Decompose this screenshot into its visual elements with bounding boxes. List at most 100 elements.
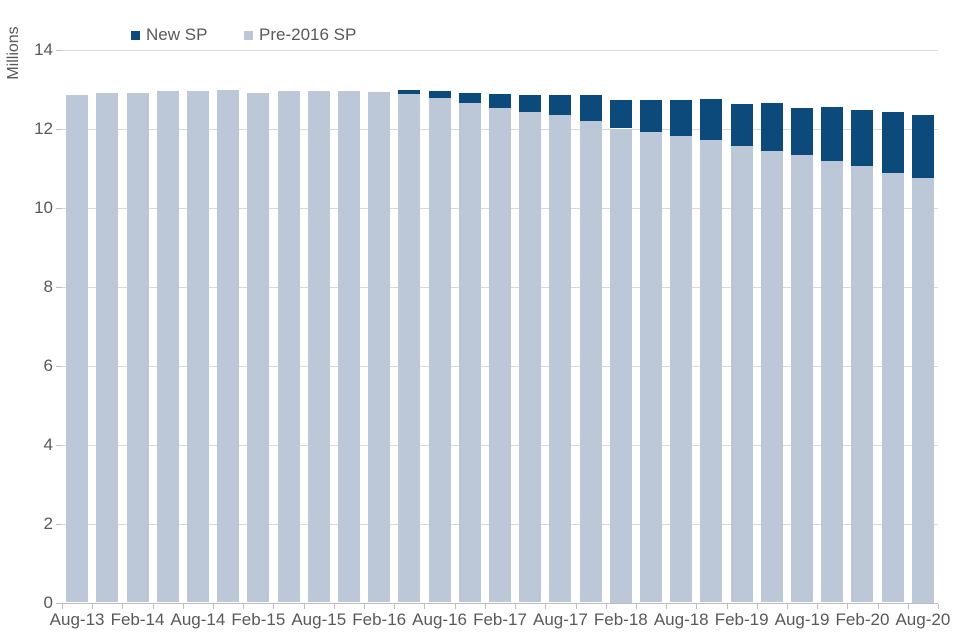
y-axis-label: 0 bbox=[43, 592, 53, 612]
y-axis-tick bbox=[56, 523, 62, 525]
y-axis-label: 10 bbox=[34, 197, 53, 217]
bar-segment-pre-2016-sp bbox=[791, 155, 814, 603]
y-axis-tick bbox=[56, 128, 62, 130]
bar-segment-new-sp bbox=[730, 104, 753, 147]
bar-segment-pre-2016-sp bbox=[911, 177, 934, 603]
bar-segment-new-sp bbox=[519, 94, 542, 112]
bar-segment-pre-2016-sp bbox=[760, 150, 783, 603]
x-axis-label: Feb-18 bbox=[593, 609, 648, 629]
x-axis-label: Aug-18 bbox=[653, 609, 709, 629]
x-axis-label: Feb-16 bbox=[352, 609, 407, 629]
x-axis-tick bbox=[424, 603, 426, 609]
x-axis-label: Feb-19 bbox=[714, 609, 769, 629]
x-axis-tick bbox=[666, 603, 668, 609]
x-axis-tick bbox=[243, 603, 245, 609]
bar-segment-new-sp bbox=[579, 95, 602, 122]
y-axis-tick bbox=[56, 602, 62, 604]
x-axis-tick bbox=[182, 603, 184, 609]
x-axis-label: Aug-14 bbox=[170, 609, 226, 629]
x-axis-label: Aug-15 bbox=[291, 609, 347, 629]
bar-segment-new-sp bbox=[851, 109, 874, 167]
x-axis-tick bbox=[726, 603, 728, 609]
x-axis-label: Feb-17 bbox=[473, 609, 527, 629]
bar-segment-pre-2016-sp bbox=[277, 91, 300, 603]
y-axis-label: 8 bbox=[43, 276, 53, 296]
x-axis-label: Feb-20 bbox=[835, 609, 890, 629]
x-axis-tick bbox=[696, 603, 698, 609]
x-axis-tick bbox=[62, 603, 63, 609]
x-axis-tick bbox=[364, 603, 366, 609]
bar-segment-pre-2016-sp bbox=[66, 94, 89, 603]
x-axis-tick bbox=[847, 603, 849, 609]
bar-segment-pre-2016-sp bbox=[217, 90, 240, 603]
bar-segment-new-sp bbox=[911, 115, 934, 178]
bar-segment-pre-2016-sp bbox=[730, 146, 753, 603]
x-axis-tick bbox=[605, 603, 607, 609]
bar-segment-pre-2016-sp bbox=[519, 111, 542, 603]
x-axis-tick bbox=[515, 603, 517, 609]
bar-segment-new-sp bbox=[489, 94, 511, 108]
y-axis-tick bbox=[56, 207, 62, 209]
x-axis-tick bbox=[394, 603, 396, 609]
x-axis-label: Aug-19 bbox=[774, 609, 830, 629]
legend-label-new-sp: New SP bbox=[146, 25, 208, 44]
x-axis-label: Feb-15 bbox=[231, 609, 286, 629]
x-axis-tick bbox=[122, 603, 124, 609]
x-axis-tick bbox=[877, 603, 879, 609]
bar-segment-new-sp bbox=[640, 100, 663, 132]
bar-segment-pre-2016-sp bbox=[247, 92, 270, 603]
bar-segment-pre-2016-sp bbox=[549, 115, 572, 603]
y-axis-tick bbox=[56, 444, 62, 446]
legend-label-pre-2016-sp: Pre-2016 SP bbox=[259, 25, 357, 44]
bar-segment-new-sp bbox=[670, 99, 693, 136]
bar-segment-pre-2016-sp bbox=[307, 90, 330, 603]
bar-segment-new-sp bbox=[700, 98, 723, 141]
x-axis-tick bbox=[303, 603, 305, 609]
bar-segment-new-sp bbox=[760, 103, 783, 151]
x-axis-tick bbox=[92, 603, 94, 609]
bar-segment-pre-2016-sp bbox=[700, 140, 723, 603]
legend-swatch-pre-2016-sp-icon bbox=[244, 30, 253, 40]
y-axis-label: 12 bbox=[34, 118, 53, 138]
legend-item-new-sp: New SP bbox=[131, 25, 207, 45]
bar-segment-pre-2016-sp bbox=[609, 128, 632, 603]
x-axis-label: Aug-13 bbox=[49, 609, 105, 629]
bar-segment-pre-2016-sp bbox=[579, 121, 602, 603]
bar-segment-pre-2016-sp bbox=[489, 107, 511, 603]
y-axis-label: 6 bbox=[43, 355, 53, 375]
bar-segment-pre-2016-sp bbox=[851, 166, 874, 603]
bar-segment-new-sp bbox=[609, 99, 632, 129]
x-axis-tick bbox=[756, 603, 758, 609]
y-axis-tick bbox=[56, 365, 62, 367]
bar-segment-pre-2016-sp bbox=[186, 90, 209, 603]
bar-segment-pre-2016-sp bbox=[337, 91, 360, 603]
bar-segment-pre-2016-sp bbox=[126, 92, 149, 603]
bar-segment-pre-2016-sp bbox=[368, 92, 391, 603]
x-axis-tick bbox=[545, 603, 547, 609]
x-axis-tick bbox=[907, 603, 909, 609]
bar-segment-new-sp bbox=[428, 90, 451, 98]
x-axis-tick bbox=[454, 603, 456, 609]
x-axis-tick bbox=[273, 603, 275, 609]
bar-segment-new-sp bbox=[549, 94, 572, 116]
x-axis-tick bbox=[333, 603, 335, 609]
gridline-14 bbox=[62, 49, 938, 51]
bar-segment-new-sp bbox=[881, 112, 904, 173]
bar-segment-new-sp bbox=[458, 92, 481, 103]
x-axis-line bbox=[62, 602, 938, 604]
bar-segment-pre-2016-sp bbox=[640, 131, 663, 603]
x-axis-label: Aug-16 bbox=[412, 609, 467, 629]
chart-legend: New SP Pre-2016 SP bbox=[0, 25, 960, 45]
x-axis-tick bbox=[938, 603, 939, 609]
y-axis-label: 2 bbox=[43, 513, 53, 533]
y-axis-tick bbox=[56, 286, 62, 288]
x-axis-tick bbox=[786, 603, 788, 609]
x-axis-label: Aug-17 bbox=[532, 609, 588, 629]
bar-segment-new-sp bbox=[398, 90, 421, 94]
bar-segment-pre-2016-sp bbox=[156, 90, 179, 603]
bar-segment-pre-2016-sp bbox=[458, 102, 481, 603]
bar-segment-pre-2016-sp bbox=[428, 97, 451, 603]
x-axis-tick bbox=[213, 603, 215, 609]
y-axis-label: 14 bbox=[34, 39, 53, 59]
